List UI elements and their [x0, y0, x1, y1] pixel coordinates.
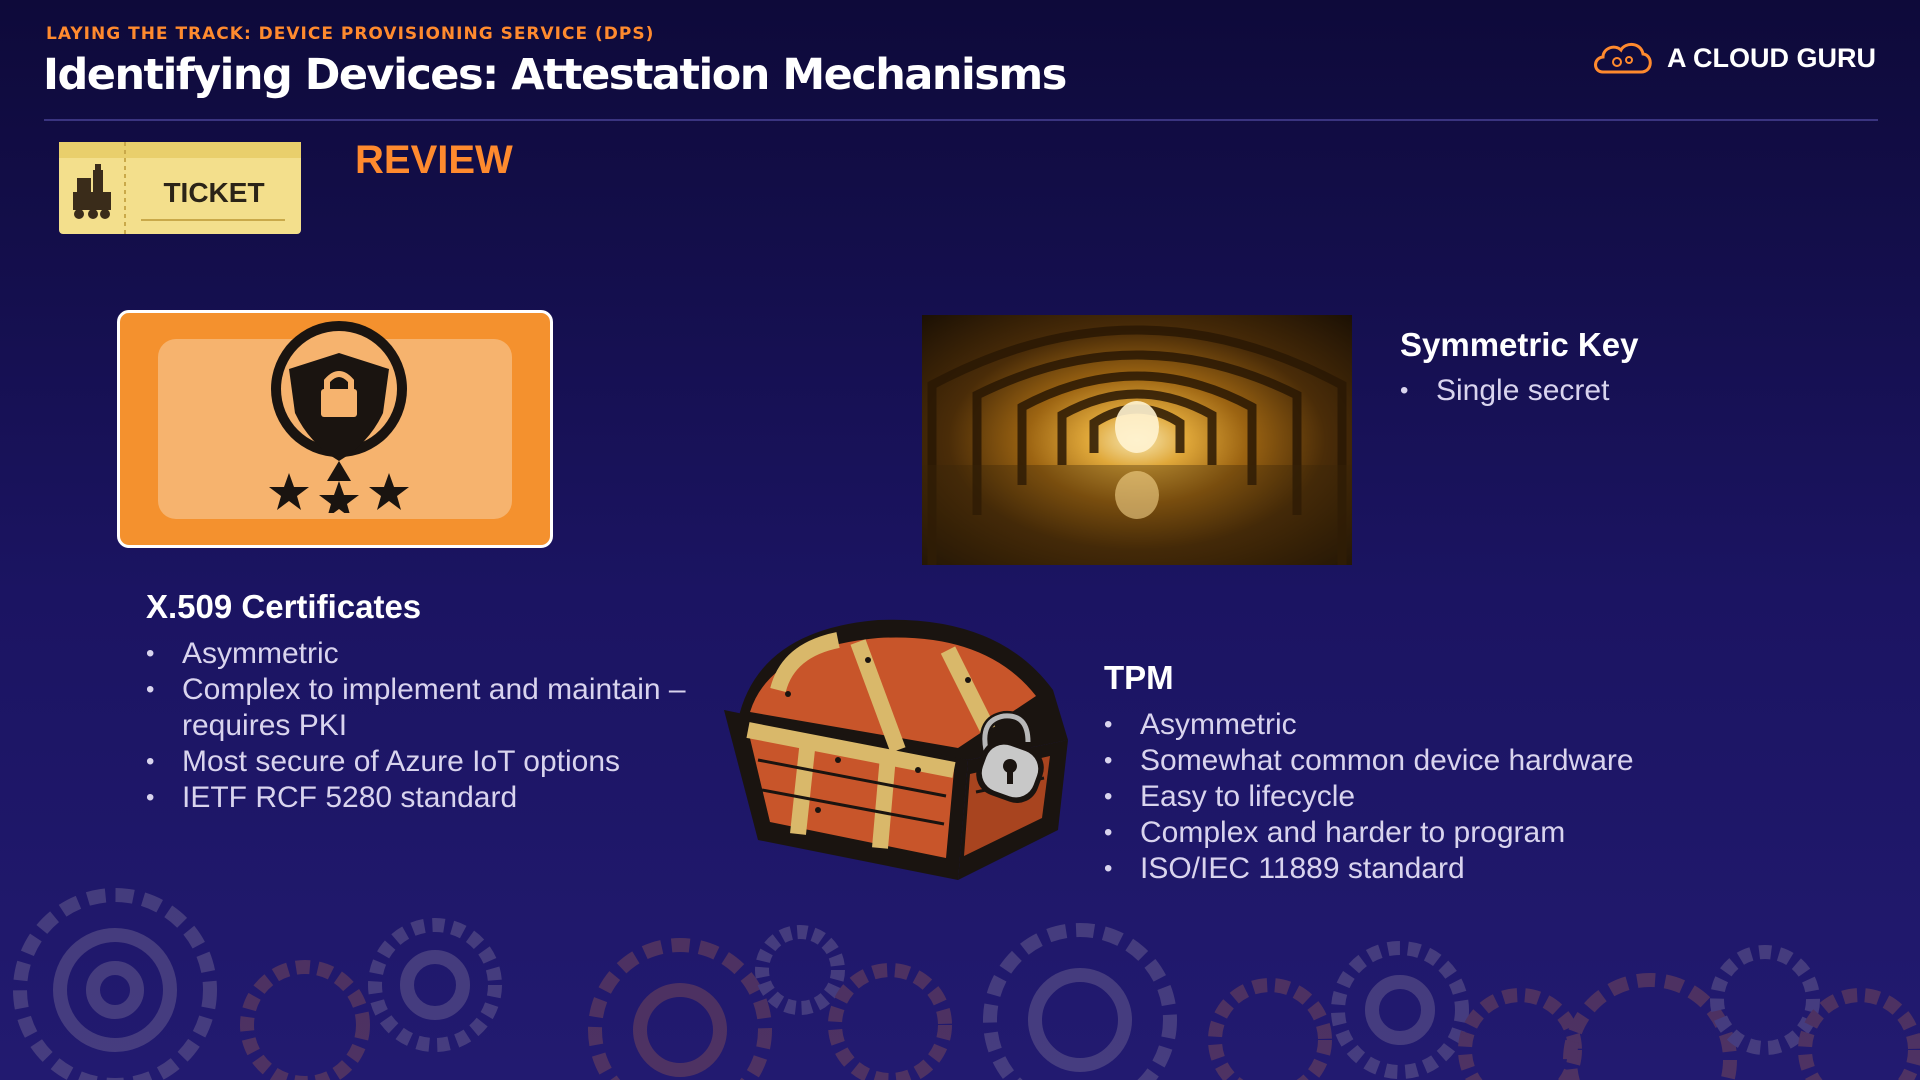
header-divider [44, 119, 1878, 121]
ticket-graphic: TICKET [59, 142, 301, 234]
list-item: Complex to implement and maintain – requ… [146, 672, 706, 744]
list-item: Complex and harder to program [1104, 815, 1864, 851]
symmetric-bullet-list: Single secret [1400, 373, 1820, 409]
list-item: Single secret [1400, 373, 1820, 409]
review-label: REVIEW [355, 138, 513, 182]
gears-decoration [13, 888, 1920, 1080]
treasure-chest-icon [724, 619, 1068, 880]
tpm-title: TPM [1104, 659, 1174, 696]
section-eyebrow: LAYING THE TRACK: DEVICE PROVISIONING SE… [46, 24, 655, 44]
slide-title: Identifying Devices: Attestation Mechani… [43, 50, 1067, 100]
tunnel-arches-photo [922, 315, 1352, 565]
list-item: IETF RCF 5280 standard [146, 780, 706, 816]
list-item: Asymmetric [146, 636, 706, 672]
ticket-label: TICKET [163, 177, 264, 208]
list-item: Most secure of Azure IoT options [146, 744, 706, 780]
train-icon [73, 164, 111, 219]
list-item: ISO/IEC 11889 standard [1104, 851, 1864, 887]
x509-card [117, 310, 553, 548]
shield-lock-stars-icon [269, 321, 409, 513]
x509-bullet-list: Asymmetric Complex to implement and main… [146, 636, 706, 816]
cloud-logo-icon [1594, 43, 1652, 74]
list-item: Somewhat common device hardware [1104, 743, 1864, 779]
tpm-bullet-list: Asymmetric Somewhat common device hardwa… [1104, 707, 1864, 887]
list-item: Easy to lifecycle [1104, 779, 1864, 815]
brand-logo: A CLOUD GURU [1591, 38, 1876, 78]
list-item: Asymmetric [1104, 707, 1864, 743]
symmetric-key-title: Symmetric Key [1400, 326, 1639, 363]
brand-name: A CLOUD GURU [1667, 42, 1876, 73]
x509-title: X.509 Certificates [146, 588, 422, 625]
